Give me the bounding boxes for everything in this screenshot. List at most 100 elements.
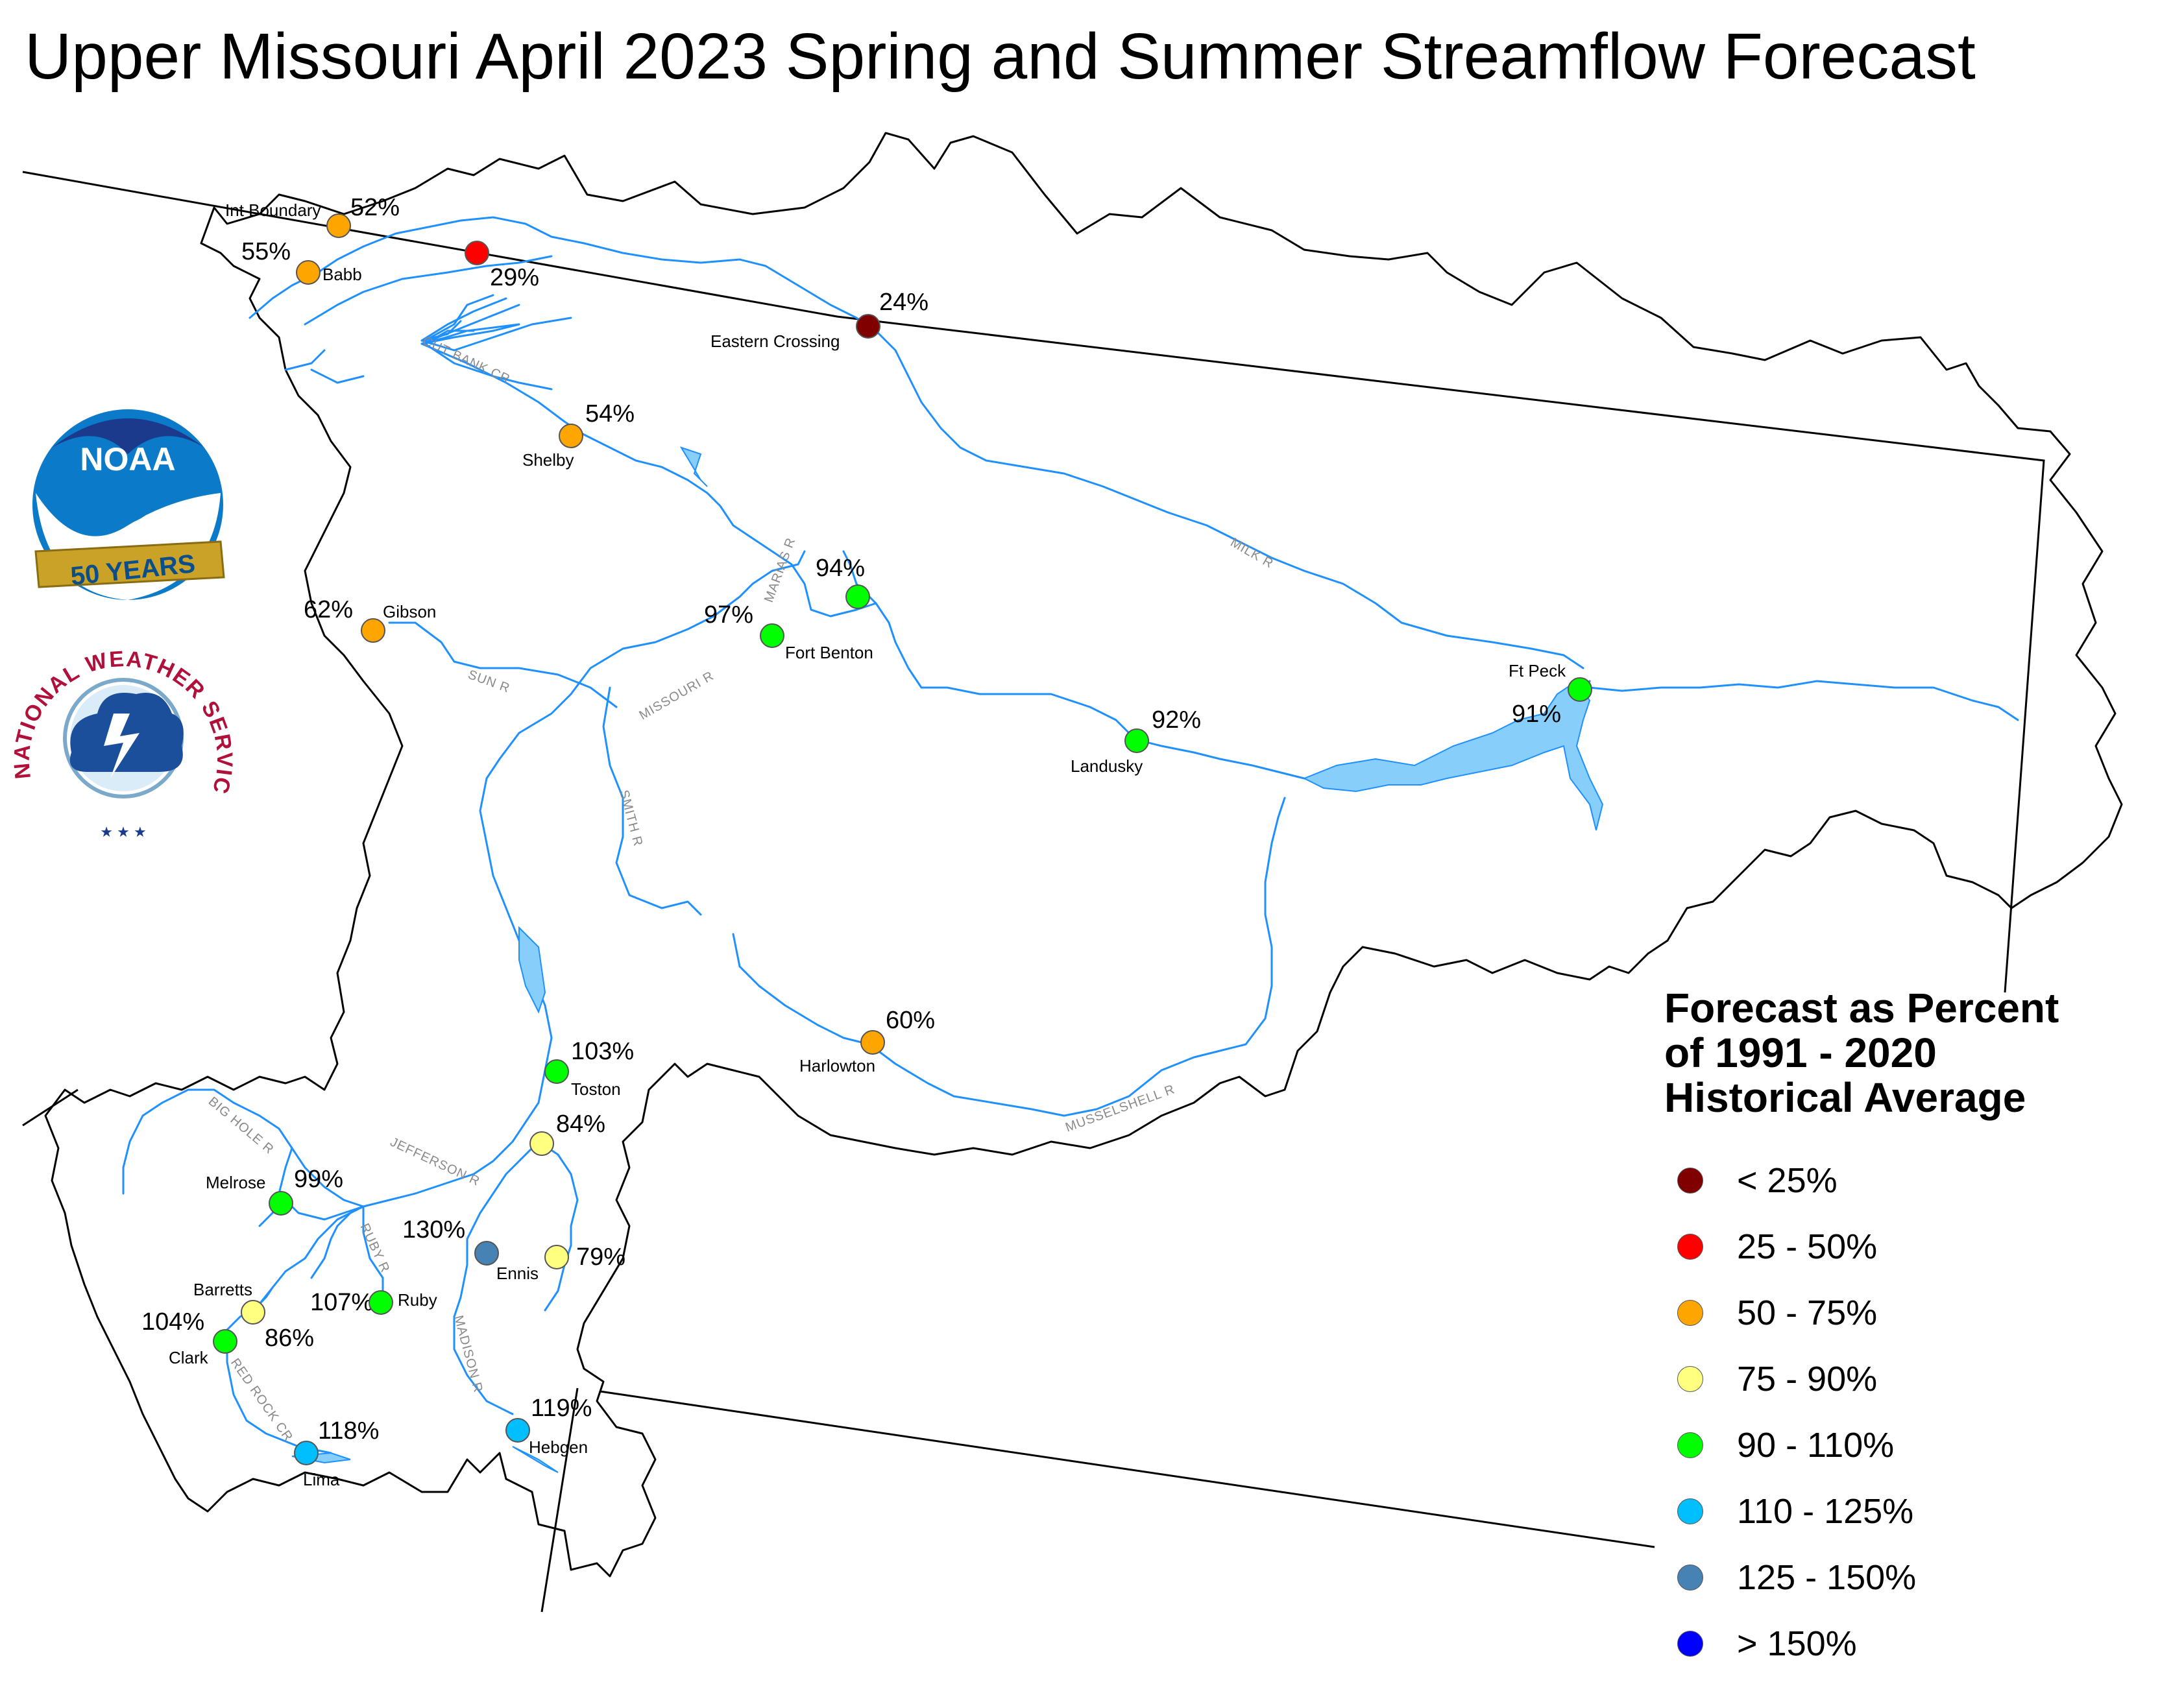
gauge-dot [369,1290,393,1315]
gauge-percent: 29% [490,264,539,291]
legend-swatch [1677,1366,1703,1392]
gauge-percent: 103% [571,1038,634,1065]
legend-swatch [1677,1631,1703,1657]
legend-title-line: of 1991 - 2020 [1664,1029,1937,1077]
river-label-smith: SMITH R [616,789,645,848]
gauge-percent: 91% [1512,701,1561,728]
gauge-percent: 84% [556,1111,605,1138]
river-label-marias: MARIAS R [762,536,798,605]
nws-star-icon: ★ ★ ★ [100,824,146,840]
legend-item: 75 - 90% [1677,1360,1877,1399]
legend-label: < 25% [1737,1161,1838,1200]
gauge-percent: 130% [402,1216,465,1243]
gauge-percent: 24% [879,289,928,316]
legend-item: 25 - 50% [1677,1227,1877,1266]
legend-swatch [1677,1168,1703,1194]
gauge-percent: 119% [531,1395,592,1422]
gauge-percent: 99% [294,1166,343,1193]
gauge-name: Int Boundary [225,200,321,220]
gauge-dot [1124,728,1149,753]
gauge-dot [269,1191,293,1216]
gauge-dot [505,1418,530,1443]
gauge-dot [544,1059,569,1084]
legend-item: 110 - 125% [1677,1492,1913,1531]
gauge-dot [845,584,870,609]
legend-item: > 150% [1677,1624,1857,1663]
gauge-percent: 92% [1152,706,1201,734]
legend-label: 90 - 110% [1737,1426,1895,1465]
gauge-dot [559,424,583,448]
legend-label: > 150% [1737,1624,1857,1663]
river-label-jefferson: JEFFERSON R [388,1135,482,1189]
legend-label: 25 - 50% [1737,1227,1878,1266]
gauge-name: Toston [571,1079,621,1099]
legend-swatch [1677,1498,1703,1524]
gauge-name: Shelby [522,450,574,470]
gauge-percent: 104% [141,1308,204,1336]
gauge-percent: 62% [304,596,353,623]
gauge-name: Lima [303,1470,340,1489]
legend-title: Forecast as Percent of 1991 - 2020 Histo… [1664,985,2183,1122]
legend-item: < 25% [1677,1161,1838,1200]
gauge-name: Landusky [1071,756,1143,776]
gauge-name: Barretts [193,1280,252,1299]
gauge-dot [860,1030,885,1055]
gauge-name: Hebgen [529,1437,588,1457]
noaa-logo-text: NOAA [80,441,175,477]
gauge-dot [213,1329,237,1354]
gauge-name: Ruby [398,1290,437,1310]
legend-item: 125 - 150% [1677,1558,1916,1597]
gauge-percent: 118% [318,1417,379,1445]
gauge-percent: 54% [585,400,635,427]
gauge-dot [1568,677,1592,702]
gauge-dot [465,241,489,265]
gauge-name: Clark [169,1348,209,1367]
gauge-name: Harlowton [799,1056,875,1075]
legend-label: 50 - 75% [1737,1293,1878,1332]
gauge-name: Eastern Crossing [710,331,840,351]
gauge-dot [361,618,385,643]
river-label-sun: SUN R [466,667,512,696]
gauge-dot [241,1300,265,1325]
gauge-percent: 60% [886,1007,935,1034]
river-network [122,216,2019,1454]
legend-item: 90 - 110% [1677,1426,1894,1465]
legend-swatch [1677,1432,1703,1458]
gauge-dot [529,1131,554,1156]
gauge-dot [856,314,880,339]
legend-item: 50 - 75% [1677,1293,1877,1332]
legend-label: 125 - 150% [1737,1558,1917,1597]
river-label-missouri: MISSOURI R [637,669,717,723]
gauge-percent: 97% [704,601,753,629]
gauge-percent: 107% [310,1289,373,1316]
gauge-dot [294,1441,319,1465]
gauge-dot [326,213,351,238]
legend-swatch [1677,1300,1703,1326]
page-title: Upper Missouri April 2023 Spring and Sum… [25,20,1976,93]
river-label-big-hole: BIG HOLE R [206,1094,277,1157]
gauge-name: Babb [322,265,362,284]
river-label-milk: MILK R [1228,535,1276,571]
river-labels: CUT BANK CR MARIAS R MILK R SUN R MISSOU… [206,334,1276,1445]
legend-swatch [1677,1234,1703,1260]
noaa-logo: NOAA 50 YEARS [32,409,225,600]
lakes [291,446,1604,1473]
gauge-dot [760,623,784,648]
gauge-percent: 52% [350,194,400,221]
legend-label: 75 - 90% [1737,1360,1878,1399]
legend-label: 110 - 125% [1737,1492,1914,1531]
river-label-musselshell: MUSSELSHELL R [1063,1082,1177,1135]
river-label-cut-bank: CUT BANK CR [420,334,513,387]
gauge-percent: 55% [241,238,291,265]
gauge-name: Ft Peck [1509,661,1566,680]
basin-outline [44,132,2123,1578]
legend-title-line: Forecast as Percent [1664,985,2059,1031]
legend-title-line: Historical Average [1664,1074,2026,1122]
state-boundary [22,171,2045,1613]
gauge-name: Gibson [383,602,436,621]
gauge-points: Int Boundary 52% 55% Babb 29% 24% Easter… [141,194,1592,1489]
gauge-dot [474,1241,499,1266]
gauge-percent: 79% [576,1243,625,1271]
legend-swatch [1677,1565,1703,1591]
